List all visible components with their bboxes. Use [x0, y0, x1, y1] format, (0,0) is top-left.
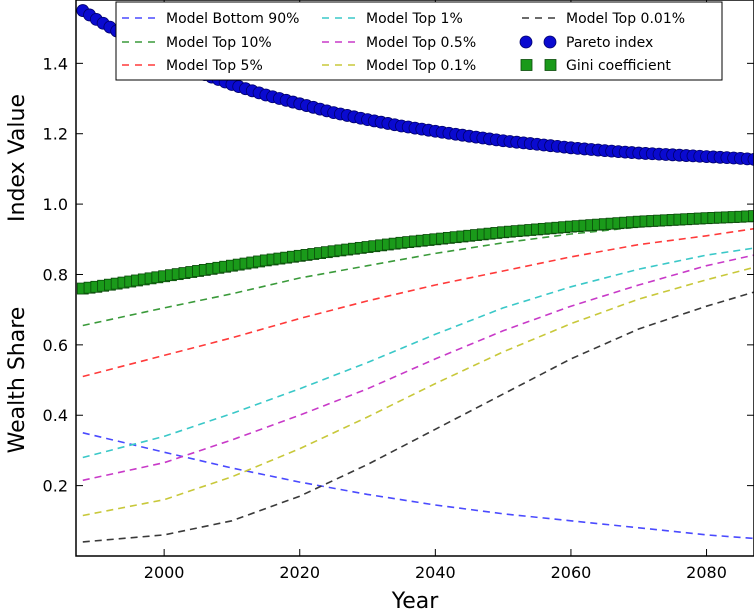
legend-swatch [544, 59, 557, 71]
x-axis-title: Year [391, 589, 440, 614]
legend-label: Model Top 0.1% [366, 58, 476, 74]
series-line-model-top-1 [82, 247, 754, 459]
marker-gini-coefficient [748, 210, 754, 222]
x-tick-label: 2080 [686, 563, 727, 582]
legend-item-model-bottom-90: Model Bottom 90% [122, 11, 299, 27]
legend-label: Model Top 1% [366, 11, 463, 27]
marker-pareto-index [747, 153, 754, 166]
y-tick-label: 0.4 [43, 406, 68, 425]
legend-label: Gini coefficient [566, 58, 671, 74]
legend-item-model-top-5: Model Top 5% [122, 58, 263, 74]
legend-swatch [520, 59, 533, 71]
legend: Model Bottom 90% Model Top 10% Model Top 5… [115, 1, 723, 81]
legend-label: Model Top 5% [166, 58, 263, 74]
legend-label: Model Top 0.5% [366, 35, 476, 51]
y-tick-label: 1.2 [43, 125, 68, 144]
x-tick-label: 2020 [279, 563, 320, 582]
legend-label: Pareto index [566, 35, 653, 51]
series-line-model-top-0-01 [82, 291, 754, 543]
legend-item-model-top-0-1: Model Top 0.1% [322, 58, 476, 74]
plot-frame [75, 0, 754, 557]
x-tick-label: 2000 [144, 563, 185, 582]
series-line-model-top-0-5 [82, 254, 754, 482]
legend-label: Model Top 10% [166, 35, 272, 51]
legend-item-model-top-0-01: Model Top 0.01% [522, 11, 685, 27]
legend-swatch [519, 35, 533, 49]
series-line-model-top-0-1 [82, 266, 754, 517]
legend-item-model-top-0-5: Model Top 0.5% [322, 35, 476, 51]
legend-label: Model Top 0.01% [566, 11, 685, 27]
y-axis-title-top: Index Value [5, 94, 30, 222]
legend-item-model-top-1: Model Top 1% [322, 11, 463, 27]
x-tick-label: 2040 [415, 563, 456, 582]
legend-box [115, 1, 723, 81]
legend-item-pareto-index: Pareto index [519, 35, 653, 51]
marker-layer [76, 4, 754, 295]
x-tick-label: 2060 [551, 563, 592, 582]
y-tick-label: 0.2 [43, 477, 68, 496]
series-line-model-bottom-90 [82, 432, 754, 540]
y-tick-label: 1.4 [43, 54, 68, 73]
y-tick-label: 0.6 [43, 336, 68, 355]
series-line-model-top-5 [82, 227, 754, 378]
legend-swatch [543, 35, 557, 49]
legend-label: Model Bottom 90% [166, 11, 299, 27]
y-axis-title-bottom: Wealth Share [5, 307, 30, 454]
legend-item-gini-coefficient: Gini coefficient [520, 58, 671, 74]
series-layer [82, 219, 754, 543]
y-tick-label: 1.0 [43, 195, 68, 214]
y-tick-label: 0.8 [43, 265, 68, 284]
legend-item-model-top-10: Model Top 10% [122, 35, 272, 51]
tick-layer: 2000 2020 2040 2060 2080 0.2 0.4 0.6 0.8 1.0 1.2 1.… [43, 0, 754, 582]
